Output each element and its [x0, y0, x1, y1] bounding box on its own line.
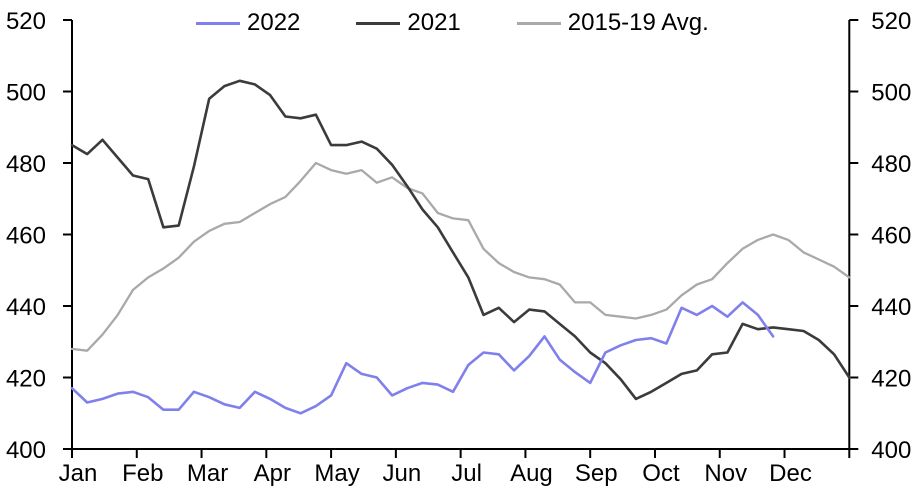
- series-line-2015-19-avg-: [70, 161, 851, 352]
- x-axis-tick-label: Mar: [187, 460, 228, 487]
- legend: 2022 2021 2015-19 Avg.: [196, 9, 709, 37]
- legend-label-2022: 2022: [247, 9, 301, 36]
- x-axis-tick-label: Apr: [254, 460, 291, 487]
- legend-line-sample-2021: [356, 21, 401, 25]
- y-axis-tick-label-right: 420: [871, 365, 911, 392]
- legend-item-2022: 2022: [196, 9, 300, 37]
- legend-item-2021: 2021: [356, 9, 461, 37]
- y-axis-tick-label-right: 520: [871, 8, 911, 35]
- x-axis-tick-label: Jun: [383, 460, 422, 487]
- y-axis-tick-label-left: 400: [6, 437, 46, 464]
- legend-item-2015-19-avg: 2015-19 Avg.: [516, 9, 709, 37]
- y-axis-tick-label-left: 520: [6, 8, 46, 35]
- legend-label-2021: 2021: [407, 9, 461, 36]
- x-axis-tick-label: Nov: [704, 460, 747, 487]
- y-axis-tick-label-left: 440: [6, 294, 46, 321]
- legend-label-2015-19-avg: 2015-19 Avg.: [567, 9, 709, 36]
- y-axis-tick-label-right: 480: [871, 151, 911, 178]
- x-axis-tick-label: Feb: [122, 460, 163, 487]
- y-axis-tick-label-right: 460: [871, 222, 911, 249]
- x-axis-tick-label: May: [314, 460, 359, 487]
- x-axis-tick-label: Dec: [769, 460, 812, 487]
- x-axis-tick-label: Aug: [510, 460, 553, 487]
- legend-line-sample-2022: [196, 21, 240, 25]
- x-axis-tick-label: Jan: [59, 460, 98, 487]
- y-axis-tick-label-left: 420: [6, 365, 46, 392]
- series-line-2022: [70, 301, 775, 415]
- legend-line-sample-2015-19-avg: [516, 21, 561, 25]
- y-axis-tick-label-right: 440: [871, 294, 911, 321]
- y-axis-tick-label-left: 460: [6, 222, 46, 249]
- y-axis-tick-label-right: 500: [871, 79, 911, 106]
- x-axis-tick-label: Oct: [642, 460, 680, 487]
- x-axis-tick-label: Sep: [575, 460, 618, 487]
- y-axis-tick-label-right: 400: [871, 437, 911, 464]
- x-axis-tick-label: Jul: [451, 460, 482, 487]
- y-axis-tick-label-left: 500: [6, 79, 46, 106]
- y-axis-tick-label-left: 480: [6, 151, 46, 178]
- axes-frame: [71, 20, 851, 450]
- series-line-2021: [70, 79, 851, 401]
